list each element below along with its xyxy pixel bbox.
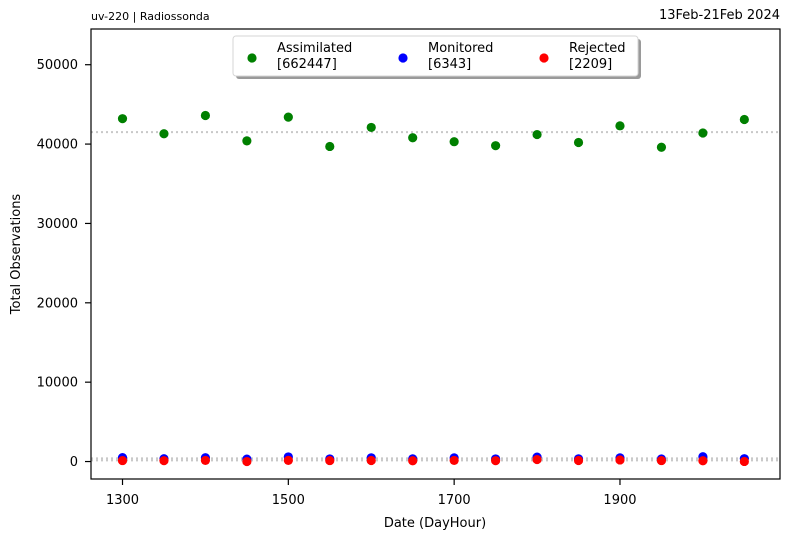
x-tick-label: 1300 bbox=[106, 493, 139, 508]
point-rejected bbox=[117, 455, 128, 466]
y-axis-label: Total Observations bbox=[9, 194, 24, 316]
plot-frame bbox=[90, 28, 781, 480]
point-rejected bbox=[449, 455, 459, 466]
legend-total-rejected: [2209] bbox=[569, 57, 612, 72]
legend-label-rejected: Rejected bbox=[569, 41, 626, 56]
legend-total-assimilated: [662447] bbox=[277, 57, 337, 72]
legend-label-assimilated: Assimilated bbox=[277, 41, 352, 56]
legend-marker-rejected bbox=[539, 53, 549, 63]
x-axis: 1300 1500 1700 1900 bbox=[106, 479, 637, 508]
x-tick-label: 1500 bbox=[272, 493, 305, 508]
x-tick-label: 1900 bbox=[603, 493, 636, 508]
point-assimilated bbox=[656, 142, 667, 152]
point-assimilated bbox=[573, 137, 584, 148]
y-tick-label: 0 bbox=[70, 455, 78, 470]
legend-marker-assimilated bbox=[247, 53, 257, 63]
point-rejected bbox=[532, 454, 542, 465]
point-assimilated bbox=[200, 110, 211, 121]
point-assimilated bbox=[491, 141, 501, 151]
y-tick-label: 10000 bbox=[37, 376, 78, 391]
point-assimilated bbox=[159, 129, 169, 139]
legend-total-monitored: [6343] bbox=[428, 57, 471, 72]
y-tick-label: 50000 bbox=[37, 58, 78, 73]
point-rejected bbox=[242, 456, 252, 467]
point-assimilated bbox=[366, 122, 376, 133]
point-assimilated bbox=[408, 133, 418, 143]
point-rejected bbox=[573, 455, 584, 466]
point-assimilated bbox=[242, 136, 252, 146]
y-tick-label: 40000 bbox=[37, 138, 78, 153]
point-rejected bbox=[698, 456, 708, 466]
point-assimilated bbox=[449, 137, 459, 147]
point-rejected bbox=[366, 455, 376, 466]
chart-subtitle-left: uv-220 | Radiossonda bbox=[91, 10, 210, 23]
y-tick-label: 20000 bbox=[37, 296, 78, 311]
point-rejected bbox=[656, 455, 667, 466]
legend-box bbox=[232, 35, 639, 77]
legend-label-monitored: Monitored bbox=[428, 41, 493, 56]
point-assimilated bbox=[325, 141, 335, 152]
point-rejected bbox=[408, 456, 418, 466]
point-rejected bbox=[283, 455, 293, 465]
point-assimilated bbox=[117, 114, 128, 124]
y-tick-label: 30000 bbox=[37, 217, 78, 232]
legend-marker-monitored bbox=[398, 53, 408, 63]
point-rejected bbox=[325, 455, 335, 466]
point-assimilated bbox=[532, 129, 542, 140]
chart-subtitle-right: 13Feb-21Feb 2024 bbox=[658, 8, 780, 23]
point-rejected bbox=[739, 456, 749, 467]
point-rejected bbox=[615, 455, 625, 465]
legend: Assimilated[662447] Monitored[6343] Reject… bbox=[232, 35, 641, 79]
x-axis-label: Date (DayHour) bbox=[384, 516, 486, 531]
x-tick-label: 1700 bbox=[438, 493, 471, 508]
point-assimilated bbox=[283, 112, 293, 122]
point-assimilated bbox=[739, 114, 749, 125]
y-axis: 0 10000 20000 30000 40000 50000 bbox=[37, 58, 91, 470]
data-points bbox=[117, 110, 749, 467]
point-rejected bbox=[200, 455, 211, 466]
point-assimilated bbox=[615, 121, 625, 131]
point-assimilated bbox=[698, 128, 708, 138]
point-rejected bbox=[491, 456, 501, 466]
mean-lines bbox=[91, 131, 780, 462]
point-rejected bbox=[159, 456, 169, 466]
